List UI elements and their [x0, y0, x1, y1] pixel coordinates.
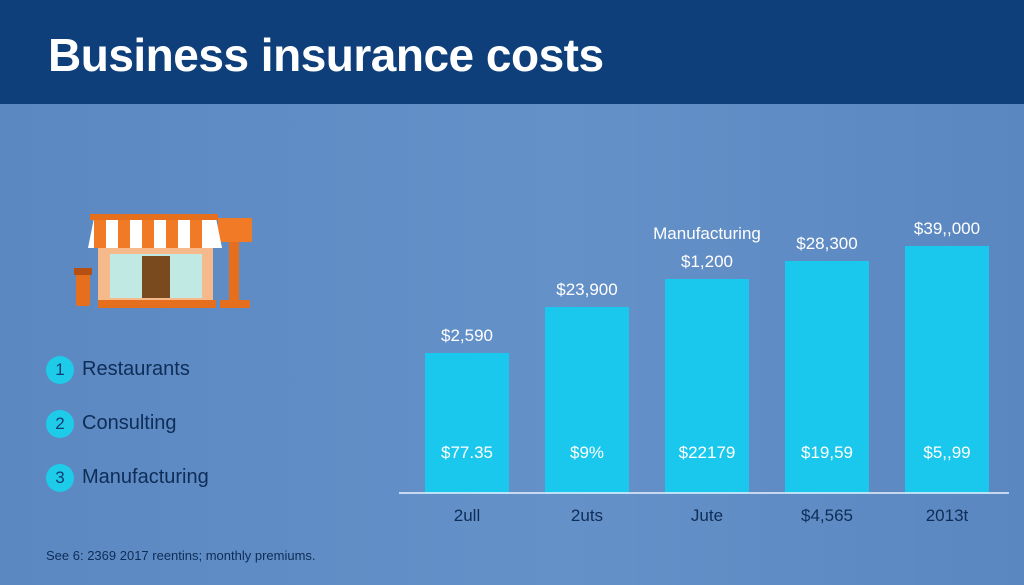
storefront-icon — [74, 214, 252, 308]
x-tick-label: $4,565 — [801, 506, 853, 525]
bar — [545, 307, 629, 493]
bar — [425, 353, 509, 493]
x-tick-label: 2ull — [454, 506, 480, 525]
x-tick-label: 2uts — [571, 506, 603, 525]
bar-inner-label: $22179 — [679, 443, 736, 462]
bar-inner-label: $77.35 — [441, 443, 493, 462]
bar — [905, 246, 989, 493]
legend-number-badge: 3 — [46, 464, 74, 492]
legend-number-badge: 1 — [46, 356, 74, 384]
legend-label: Consulting — [82, 412, 177, 434]
bar-value-label: $28,300 — [796, 234, 857, 253]
legend-item-restaurants: 1 Restaurants — [46, 354, 306, 386]
bar-value-label: $2,590 — [441, 326, 493, 345]
bar-value-label: $1,200 — [681, 252, 733, 271]
footnote: See 6: 2369 2017 reentins; monthly premi… — [46, 548, 316, 563]
bar — [665, 279, 749, 493]
legend-number-badge: 2 — [46, 410, 74, 438]
annotation-label: Manufacturing — [653, 224, 761, 243]
bar-value-label: $23,900 — [556, 280, 617, 299]
legend-label: Restaurants — [82, 358, 190, 380]
bar — [785, 261, 869, 493]
bar-inner-label: $5,,99 — [923, 443, 970, 462]
bar-chart: $2,590 $77.35 2ull $23,900 $9% 2uts $1,200 $221… — [399, 219, 1009, 525]
bar-inner-label: $19,59 — [801, 443, 853, 462]
x-tick-label: Jute — [691, 506, 723, 525]
page-title: Business insurance costs — [48, 29, 604, 81]
x-tick-label: 2013t — [926, 506, 969, 525]
legend-label: Manufacturing — [82, 466, 209, 488]
legend-item-consulting: 2 Consulting — [46, 408, 306, 440]
legend-item-manufacturing: 3 Manufacturing — [46, 462, 306, 494]
bar-value-label: $39,,000 — [914, 219, 980, 238]
header-bar: Business insurance costs — [0, 0, 1024, 104]
bar-inner-label: $9% — [570, 443, 604, 462]
